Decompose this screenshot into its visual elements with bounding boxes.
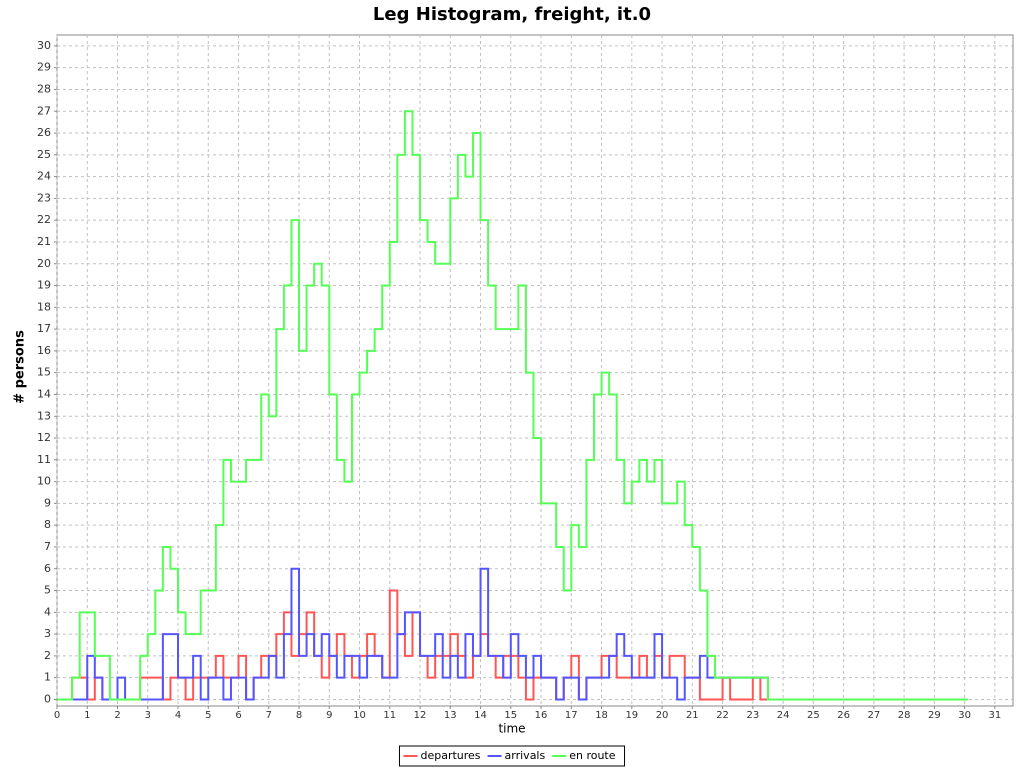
x-tick-label: 2	[114, 710, 120, 721]
x-tick-label: 23	[746, 710, 759, 721]
x-tick-label: 0	[54, 710, 60, 721]
y-tick-label: 28	[37, 82, 51, 95]
x-tick-label: 26	[837, 710, 850, 721]
x-tick-label: 31	[988, 710, 1001, 721]
x-tick-label: 3	[145, 710, 151, 721]
x-tick-label: 9	[326, 710, 332, 721]
y-tick-label: 23	[37, 191, 51, 204]
y-tick-label: 4	[44, 605, 51, 618]
x-tick-label: 20	[656, 710, 669, 721]
x-tick-label: 13	[444, 710, 457, 721]
y-tick-label: 8	[44, 518, 51, 531]
x-tick-label: 14	[474, 710, 487, 721]
y-tick-label: 17	[37, 322, 51, 335]
x-tick-label: 30	[958, 710, 971, 721]
x-tick-label: 18	[595, 710, 608, 721]
x-tick-label: 10	[353, 710, 366, 721]
plot-area	[56, 34, 1014, 707]
y-tick-label: 13	[37, 409, 51, 422]
y-tick-label: 3	[44, 627, 51, 640]
y-tick-label: 6	[44, 562, 51, 575]
x-tick-label: 5	[205, 710, 211, 721]
x-tick-label: 16	[535, 710, 548, 721]
legend-box	[398, 745, 626, 767]
y-tick-label: 9	[44, 496, 51, 509]
y-axis-label: # persons	[13, 330, 28, 404]
x-tick-label: 21	[686, 710, 699, 721]
y-tick-label: 27	[37, 104, 51, 117]
x-tick-label: 29	[928, 710, 941, 721]
legend: departures arrivals en route	[398, 745, 626, 767]
x-axis-label: time	[498, 722, 525, 736]
y-tick-label: 29	[37, 61, 51, 74]
x-tick-label: 27	[867, 710, 880, 721]
y-tick-label: 25	[37, 148, 51, 161]
x-tick-label: 15	[504, 710, 517, 721]
y-tick-label: 11	[37, 453, 51, 466]
y-tick-label: 24	[37, 170, 51, 183]
y-tick-label: 19	[37, 279, 51, 292]
x-tick-label: 17	[565, 710, 578, 721]
y-tick-label: 7	[44, 540, 51, 553]
y-tick-label: 10	[37, 475, 51, 488]
y-tick-label: 5	[44, 584, 51, 597]
y-tick-label: 30	[37, 39, 51, 52]
x-tick-label: 24	[777, 710, 790, 721]
y-tick-label: 16	[37, 344, 51, 357]
x-tick-label: 7	[266, 710, 272, 721]
x-tick-label: 12	[414, 710, 427, 721]
y-tick-label: 15	[37, 366, 51, 379]
x-tick-label: 11	[383, 710, 396, 721]
y-tick-label: 12	[37, 431, 51, 444]
x-tick-label: 22	[716, 710, 729, 721]
x-tick-label: 28	[898, 710, 911, 721]
legend-label: departures	[420, 749, 480, 762]
legend-label: arrivals	[505, 749, 546, 762]
y-tick-label: 0	[44, 692, 51, 705]
series-line	[57, 567, 968, 701]
x-tick-label: 1	[84, 710, 90, 721]
x-tick-label: 4	[175, 710, 181, 721]
x-tick-label: 6	[235, 710, 241, 721]
x-tick-label: 19	[625, 710, 638, 721]
x-tick-label: 25	[807, 710, 820, 721]
y-tick-label: 2	[44, 649, 51, 662]
y-tick-label: 1	[44, 671, 51, 684]
y-tick-label: 22	[37, 213, 51, 226]
y-tick-label: 18	[37, 300, 51, 313]
series-line	[57, 110, 968, 701]
y-tick-label: 26	[37, 126, 51, 139]
x-tick-label: 8	[296, 710, 302, 721]
legend-label: en route	[569, 749, 616, 762]
y-tick-label: 14	[37, 387, 51, 400]
y-tick-label: 21	[37, 235, 51, 248]
chart-title: Leg Histogram, freight, it.0	[373, 4, 651, 25]
y-tick-label: 20	[37, 257, 51, 270]
